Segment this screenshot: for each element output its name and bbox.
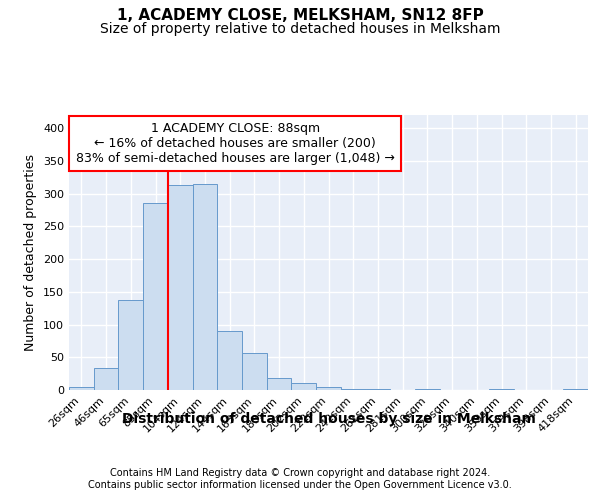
Text: Size of property relative to detached houses in Melksham: Size of property relative to detached ho… <box>100 22 500 36</box>
Bar <box>168 185 193 390</box>
Text: 1, ACADEMY CLOSE, MELKSHAM, SN12 8FP: 1, ACADEMY CLOSE, MELKSHAM, SN12 8FP <box>116 8 484 22</box>
Y-axis label: Number of detached properties: Number of detached properties <box>25 154 37 351</box>
Bar <box>316 388 341 390</box>
Text: 1 ACADEMY CLOSE: 88sqm
← 16% of detached houses are smaller (200)
83% of semi-de: 1 ACADEMY CLOSE: 88sqm ← 16% of detached… <box>76 122 395 165</box>
Bar <box>217 331 242 390</box>
Bar <box>143 204 168 390</box>
Bar <box>118 300 143 390</box>
Bar <box>292 384 316 390</box>
Text: Contains public sector information licensed under the Open Government Licence v3: Contains public sector information licen… <box>88 480 512 490</box>
Text: Distribution of detached houses by size in Melksham: Distribution of detached houses by size … <box>122 412 536 426</box>
Text: Contains HM Land Registry data © Crown copyright and database right 2024.: Contains HM Land Registry data © Crown c… <box>110 468 490 477</box>
Bar <box>94 368 118 390</box>
Bar <box>69 386 94 390</box>
Bar <box>242 352 267 390</box>
Bar <box>563 388 588 390</box>
Bar <box>193 184 217 390</box>
Bar <box>267 378 292 390</box>
Bar <box>341 388 365 390</box>
